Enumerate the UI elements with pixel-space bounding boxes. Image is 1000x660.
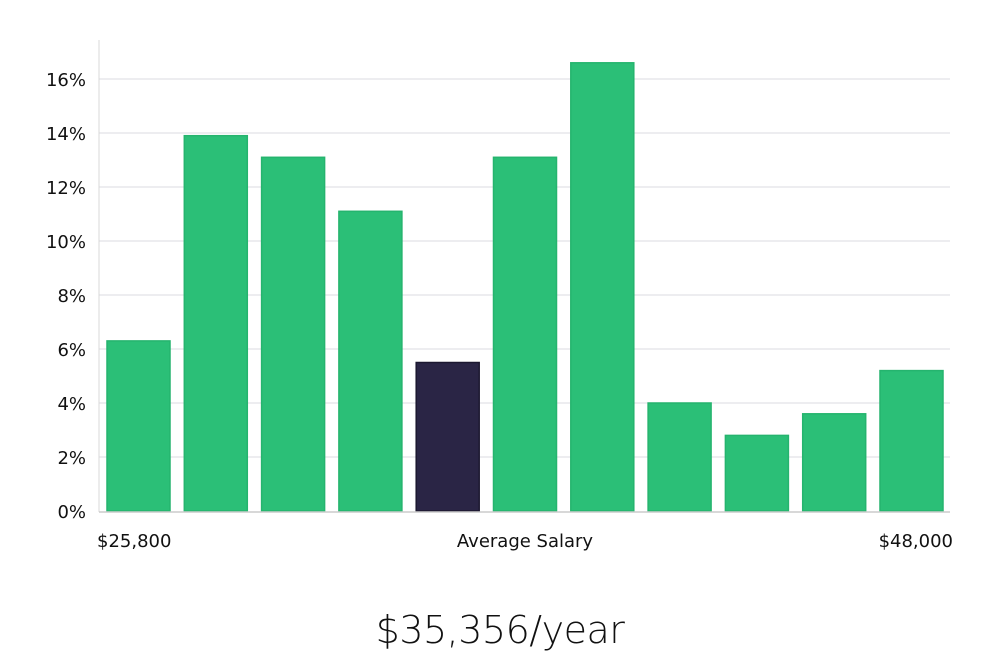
bar xyxy=(724,434,790,512)
bar xyxy=(570,62,635,512)
bar-average-salary xyxy=(415,361,480,512)
y-tick-label: 0% xyxy=(57,502,86,523)
bar xyxy=(492,156,558,512)
x-max-label: $48,000 xyxy=(879,531,953,552)
bar xyxy=(647,402,712,512)
bar xyxy=(879,369,944,512)
y-tick-label: 6% xyxy=(57,340,86,361)
y-tick-label: 16% xyxy=(46,70,86,91)
salary-histogram: 0% 2% 4% 6% 8% 10% 12% 14% 16% $25,800 Average S… xyxy=(46,40,953,552)
bar xyxy=(106,340,171,512)
average-salary-value: $35,356/year xyxy=(375,608,625,652)
y-tick-label: 10% xyxy=(46,232,86,253)
y-tick-label: 12% xyxy=(46,178,86,199)
y-tick-label: 8% xyxy=(57,286,86,307)
bar xyxy=(801,413,867,512)
x-min-label: $25,800 xyxy=(97,531,171,552)
y-tick-label: 14% xyxy=(46,124,86,145)
y-tick-label: 2% xyxy=(57,448,86,469)
x-axis-label: Average Salary xyxy=(457,531,594,552)
y-tick-label: 4% xyxy=(57,394,86,415)
bar xyxy=(260,156,326,512)
bar xyxy=(338,210,403,512)
bar xyxy=(183,134,249,512)
